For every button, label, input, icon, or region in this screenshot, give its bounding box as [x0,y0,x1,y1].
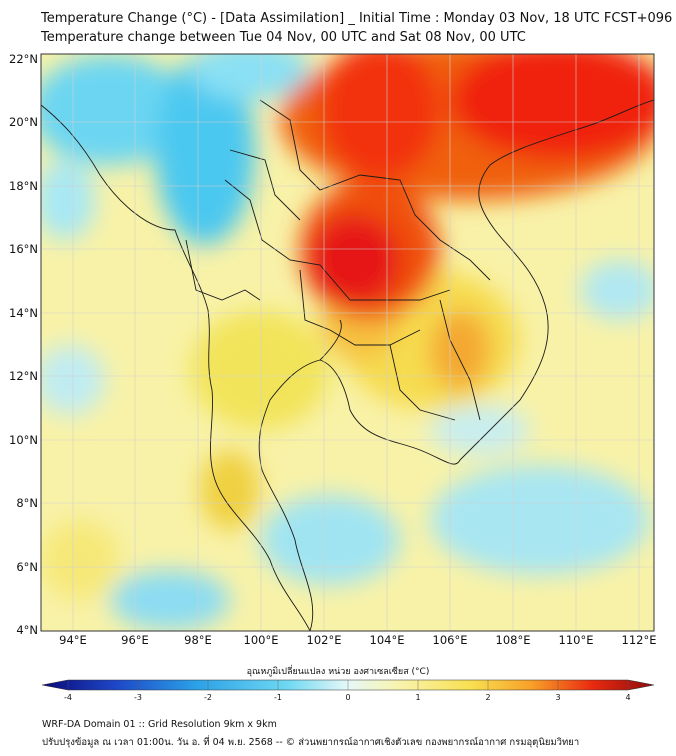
lat-label: 4°N [16,623,38,637]
colorbar-tick: 2 [485,693,490,702]
colorbar-tick: 0 [345,693,350,702]
colorbar-tick: 3 [555,693,560,702]
lat-label: 6°N [16,560,38,574]
lat-axis: 22°N 20°N 18°N 16°N 14°N 12°N 10°N 8°N 6… [9,52,38,637]
coastlines [41,99,654,631]
lon-label: 100°E [244,633,279,647]
temperature-field [41,54,654,631]
lon-label: 108°E [496,633,531,647]
lat-label: 14°N [9,306,38,320]
lon-label: 104°E [370,633,405,647]
footer-line-2: ปรับปรุงข้อมูล ณ เวลา 01:00น. วัน อ. ที่… [42,737,580,748]
lat-label: 8°N [16,496,38,510]
lon-label: 94°E [59,633,87,647]
colorbar-tick: -3 [134,693,142,702]
footer-line-1: WRF-DA Domain 01 :: Grid Resolution 9km … [42,719,277,730]
colorbar: -4 -3 -2 -1 0 1 2 3 4 [41,679,655,702]
lat-label: 22°N [9,52,38,66]
lat-label: 16°N [9,242,38,256]
colorbar-tick: 4 [625,693,630,702]
lat-label: 18°N [9,179,38,193]
lat-label: 20°N [9,115,38,129]
lon-axis: 94°E 96°E 98°E 100°E 102°E 104°E 106°E 1… [59,633,656,647]
colorbar-tick: -4 [64,693,72,702]
colorbar-tick: -2 [204,693,212,702]
colorbar-label: อุณหภูมิเปลี่ยนแปลง หน่วย องศาเซลเซียส (… [246,667,430,677]
colorbar-tick: 1 [415,693,420,702]
lon-label: 112°E [622,633,657,647]
map-frame [40,53,655,632]
lon-label: 98°E [184,633,212,647]
colorbar-tick: -1 [274,693,282,702]
lon-label: 106°E [433,633,468,647]
lon-label: 102°E [307,633,342,647]
map-title: Temperature Change (°C) - [Data Assimila… [41,11,673,26]
map-subtitle: Temperature change between Tue 04 Nov, 0… [41,30,526,45]
lon-label: 110°E [559,633,594,647]
lat-label: 12°N [9,369,38,383]
lat-label: 10°N [9,433,38,447]
graticule [41,54,654,631]
lon-label: 96°E [121,633,149,647]
